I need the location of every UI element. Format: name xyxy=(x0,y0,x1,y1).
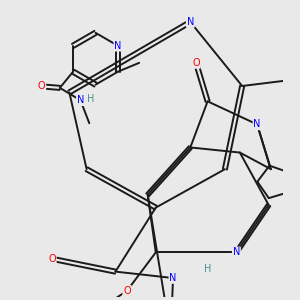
Text: H: H xyxy=(204,264,211,274)
Text: N: N xyxy=(187,17,194,27)
Text: N: N xyxy=(233,248,240,257)
Text: O: O xyxy=(38,81,45,92)
Text: O: O xyxy=(123,286,131,296)
Text: H: H xyxy=(87,94,94,104)
Text: N: N xyxy=(77,95,84,105)
Text: O: O xyxy=(48,254,56,264)
Text: O: O xyxy=(192,58,200,68)
Text: N: N xyxy=(114,41,122,51)
Text: N: N xyxy=(169,273,177,283)
Text: N: N xyxy=(254,119,261,129)
